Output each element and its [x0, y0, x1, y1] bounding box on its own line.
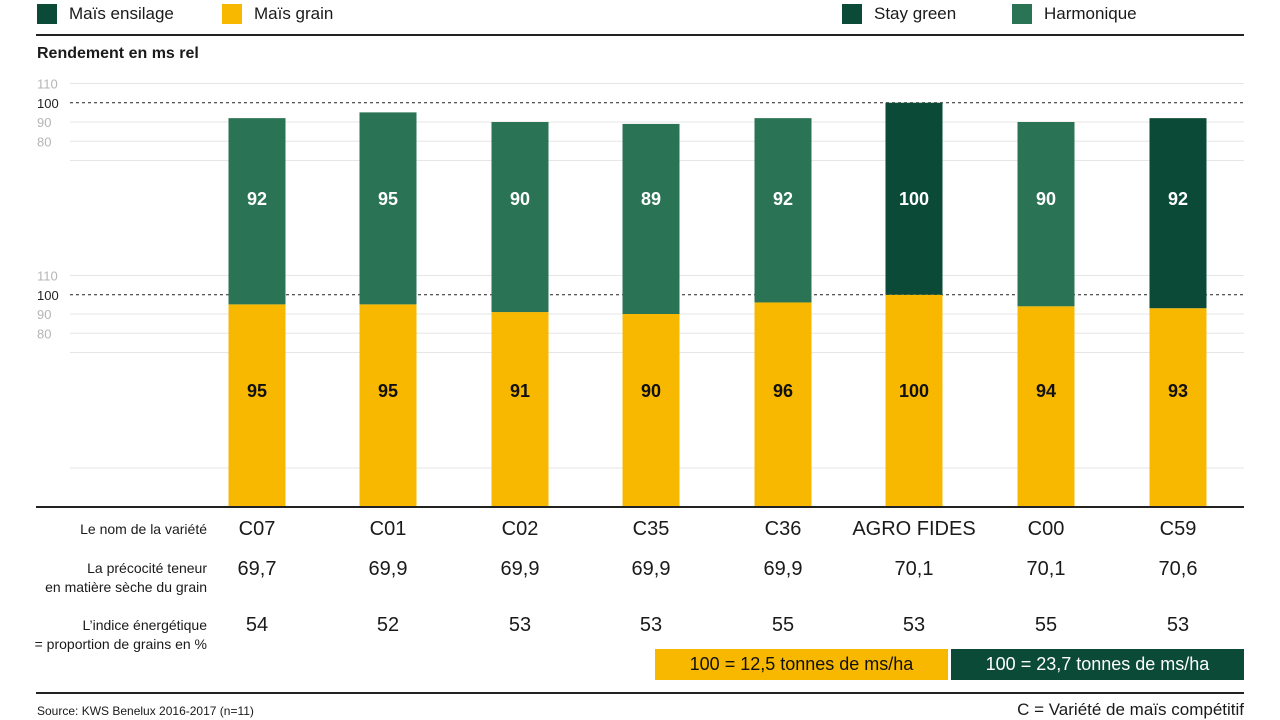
bar-ensilage-c36	[754, 118, 812, 303]
table-cell-r2-0: 54	[245, 614, 269, 636]
bar-grain-c36	[754, 302, 812, 506]
data-label-grain-c00: 94	[1036, 381, 1056, 401]
legend-label-stay-green: Stay green	[874, 4, 957, 23]
legend-item-harmonique: Harmonique	[1012, 4, 1137, 24]
row-label-energy-index-line-2: = proportion de grains en %	[34, 636, 207, 652]
legend-swatch-stay-green	[842, 4, 862, 24]
bar-ensilage-agro-fides	[885, 102, 943, 295]
data-label-grain-c07: 95	[247, 381, 267, 401]
tick-label-grain-90: 90	[37, 307, 51, 322]
bar-grain-c59	[1149, 308, 1207, 506]
bar-grain-c00	[1017, 306, 1075, 506]
bar-grain-c01	[359, 304, 417, 506]
table-cell-r2-6: 55	[1034, 614, 1058, 636]
row-label-precocity-line-1: La précocité teneur	[87, 560, 207, 576]
bar-ensilage-c35	[622, 123, 680, 314]
table-cell-r2-5: 53	[902, 614, 926, 636]
tick-label-ensilage-100: 100	[37, 96, 59, 111]
legend-item-stay-green: Stay green	[842, 4, 956, 24]
legend-label-mais-ensilage: Maïs ensilage	[69, 4, 174, 23]
table-cell-r1-6: 70,1	[1026, 558, 1066, 580]
source-note: Source: KWS Benelux 2016-2017 (n=11)	[37, 704, 254, 718]
bar-ensilage-c59	[1149, 118, 1207, 309]
table-cell-r1-1: 69,9	[368, 558, 408, 580]
table-cell-r2-7: 53	[1166, 614, 1190, 636]
tick-label-ensilage-90: 90	[37, 115, 51, 130]
table-cell-r2-3: 53	[639, 614, 663, 636]
table-cell-r1-5: 70,1	[894, 558, 934, 580]
bar-grain-c35	[622, 314, 680, 506]
legend-item-mais-grain: Maïs grain	[222, 4, 333, 24]
data-label-grain-c01: 95	[378, 381, 398, 401]
row-label-variety-line: Le nom de la variété	[80, 521, 207, 537]
row-label-energy-index: L’indice énergétique = proportion de gra…	[0, 616, 207, 654]
legend-swatch-mais-ensilage	[37, 4, 57, 24]
tick-label-grain-80: 80	[37, 326, 51, 341]
table-cell-r0-1: C01	[369, 518, 407, 540]
table-cell-r0-3: C35	[632, 518, 670, 540]
table-cell-r0-4: C36	[764, 518, 802, 540]
data-label-ensilage-c35: 89	[641, 189, 661, 209]
legend-label-mais-grain: Maïs grain	[254, 4, 334, 23]
data-label-ensilage-c36: 92	[773, 189, 793, 209]
table-cell-r1-7: 70,6	[1158, 558, 1198, 580]
table-cell-r2-4: 55	[771, 614, 795, 636]
data-label-ensilage-c01: 95	[378, 189, 398, 209]
data-label-grain-c36: 96	[773, 381, 793, 401]
bar-ensilage-c02	[491, 122, 549, 313]
table-cell-r0-7: C59	[1159, 518, 1197, 540]
table-cell-r0-6: C00	[1027, 518, 1065, 540]
top-divider	[36, 34, 1244, 36]
table-cell-r1-2: 69,9	[500, 558, 540, 580]
bar-ensilage-c07	[228, 118, 286, 305]
legend-item-mais-ensilage: Maïs ensilage	[37, 4, 174, 24]
row-label-energy-index-line-1: L’indice énergétique	[82, 617, 207, 633]
data-label-grain-c35: 90	[641, 381, 661, 401]
table-cell-r0-5: AGRO FIDES	[852, 518, 976, 540]
legend-swatch-mais-grain	[222, 4, 242, 24]
tick-label-grain-110: 110	[37, 269, 58, 284]
table-cell-r2-1: 52	[376, 614, 400, 636]
table-cell-r2-2: 53	[508, 614, 532, 636]
bottom-divider	[36, 692, 1244, 694]
bar-ensilage-c00	[1017, 122, 1075, 307]
bar-ensilage-c01	[359, 112, 417, 305]
y-axis-title: Rendement en ms rel	[37, 45, 199, 62]
unit-box-grain: 100 = 12,5 tonnes de ms/ha	[655, 649, 948, 680]
tick-label-grain-100: 100	[37, 288, 59, 303]
legend-swatch-harmonique	[1012, 4, 1032, 24]
table-cell-r1-3: 69,9	[631, 558, 671, 580]
table-cell-r1-4: 69,9	[763, 558, 803, 580]
table-cell-r1-0: 69,7	[237, 558, 277, 580]
legend-label-harmonique: Harmonique	[1044, 4, 1137, 23]
table-cell-r0-0: C07	[238, 518, 276, 540]
tick-label-ensilage-110: 110	[37, 77, 58, 92]
table-cell-r0-2: C02	[501, 518, 539, 540]
row-label-variety: Le nom de la variété	[0, 520, 207, 539]
data-label-ensilage-c02: 90	[510, 189, 530, 209]
data-label-ensilage-c00: 90	[1036, 189, 1056, 209]
data-label-grain-c02: 91	[510, 381, 530, 401]
row-label-precocity: La précocité teneur en matière sèche du …	[0, 559, 207, 597]
data-label-grain-c59: 93	[1168, 381, 1188, 401]
unit-box-ensilage: 100 = 23,7 tonnes de ms/ha	[951, 649, 1244, 680]
data-label-grain-agro-fides: 100	[899, 381, 929, 401]
data-label-ensilage-c07: 92	[247, 189, 267, 209]
data-label-ensilage-c59: 92	[1168, 189, 1188, 209]
legend-note: C = Variété de maïs compétitif	[1017, 700, 1244, 719]
tick-label-ensilage-80: 80	[37, 134, 51, 149]
bar-grain-c07	[228, 304, 286, 506]
data-label-ensilage-agro-fides: 100	[899, 189, 929, 209]
row-label-precocity-line-2: en matière sèche du grain	[45, 579, 207, 595]
bar-grain-c02	[491, 312, 549, 506]
bar-grain-agro-fides	[885, 294, 943, 506]
